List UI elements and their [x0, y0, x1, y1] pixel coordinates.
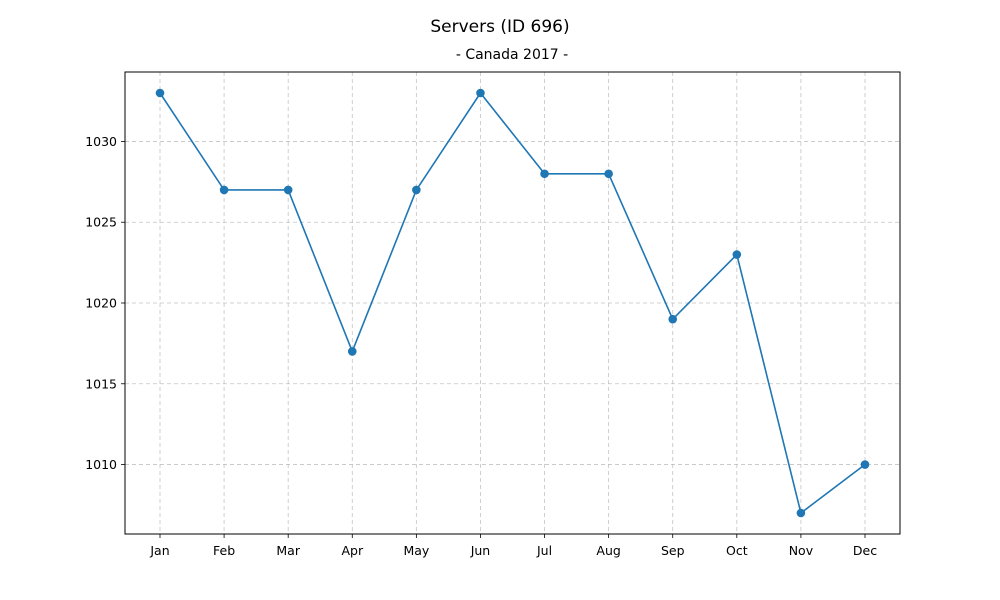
data-point [668, 314, 678, 324]
x-tick-label: Oct [726, 543, 748, 558]
x-tick-label: Apr [341, 543, 363, 558]
x-tick-label: Jan [149, 543, 169, 558]
x-tick-label: Jul [536, 543, 552, 558]
y-tick-label: 1020 [85, 296, 117, 311]
x-tick-label: Nov [789, 543, 814, 558]
data-point [412, 185, 421, 195]
grid [125, 72, 900, 534]
axes: Jan Feb Mar Apr May Jun Jul Aug Sep Oct Nov Dec 1010… [85, 71, 901, 558]
plot-frame [124, 71, 901, 535]
x-tick-label: Sep [661, 543, 685, 558]
x-tick-label: Feb [213, 543, 235, 558]
data-point [219, 185, 229, 195]
data-point [796, 508, 806, 518]
data-point [283, 185, 293, 195]
data-point [155, 88, 165, 98]
data-point [604, 169, 613, 179]
y-tick-label: 1010 [85, 457, 117, 472]
data-point [347, 347, 357, 356]
series-line [159, 92, 866, 514]
x-tick-label: Jun [470, 543, 491, 558]
y-tick-label: 1025 [85, 215, 117, 230]
series-layer [155, 88, 870, 518]
x-tick-label: Mar [276, 543, 300, 558]
x-tick-label: Aug [596, 543, 620, 558]
chart-subtitle: - Canada 2017 - [456, 47, 568, 63]
x-tick-label: May [403, 543, 429, 558]
y-tick-label: 1015 [85, 376, 117, 391]
data-point [860, 460, 870, 469]
data-point [732, 250, 742, 259]
y-tick-label: 1030 [85, 134, 117, 149]
x-tick-label: Dec [853, 543, 877, 558]
data-point [476, 88, 485, 98]
chart-title: Servers (ID 696) [430, 17, 569, 37]
data-point [540, 169, 549, 179]
